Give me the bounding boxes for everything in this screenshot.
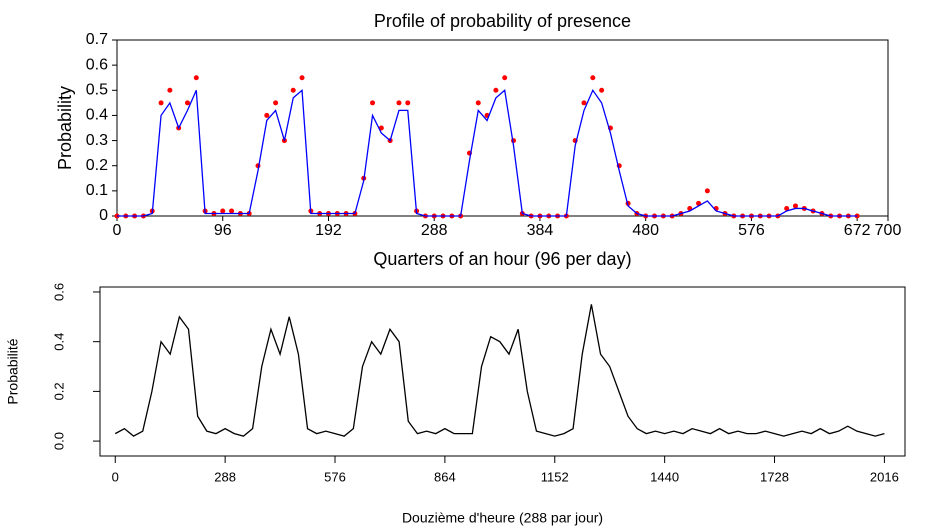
x-tick-label: 480 — [632, 222, 659, 239]
x-tick-label: 288 — [214, 469, 236, 484]
data-point — [273, 100, 279, 106]
x-tick-label: 1152 — [541, 469, 569, 484]
x-tick-label: 700 — [875, 222, 902, 239]
data-point — [599, 87, 605, 93]
y-tick-label: 0.1 — [86, 182, 108, 199]
y-tick-label: 0.4 — [86, 107, 108, 124]
data-point — [158, 100, 164, 106]
data-point — [193, 75, 199, 81]
x-tick-label: 96 — [214, 222, 232, 239]
y-axis-label: Probabilité — [5, 338, 21, 404]
x-tick-label: 384 — [527, 222, 554, 239]
x-tick-label: 192 — [315, 222, 342, 239]
data-point — [493, 87, 499, 93]
data-point — [220, 208, 226, 214]
y-tick-label: 0.5 — [86, 82, 108, 99]
y-tick-label: 0.7 — [86, 31, 108, 48]
data-point — [229, 208, 235, 214]
data-point — [792, 203, 798, 209]
panel: Profile of probability of presence Quarte… — [55, 11, 902, 269]
x-tick-label: 288 — [421, 222, 448, 239]
x-tick-label: 576 — [324, 469, 346, 484]
x-tick-label: 864 — [434, 469, 456, 484]
y-tick-label: 0.6 — [86, 56, 108, 73]
plot-frame — [116, 39, 889, 217]
x-tick-label: 576 — [738, 222, 765, 239]
data-point — [299, 75, 305, 81]
data-point — [590, 75, 596, 81]
x-axis-label: Douzième d'heure (288 par jour) — [402, 510, 603, 526]
data-point — [396, 100, 402, 106]
y-tick-label: 0.6 — [51, 283, 66, 301]
y-axis-label: Probability — [55, 86, 75, 170]
panel: Douzième d'heure (288 par jour) Probabili… — [5, 283, 906, 526]
data-point — [581, 100, 587, 106]
x-tick-label: 0 — [113, 222, 122, 239]
data-point — [502, 75, 508, 81]
x-tick-label: 2016 — [870, 469, 899, 484]
y-tick-label: 0 — [99, 207, 108, 224]
y-tick-label: 0.2 — [86, 157, 108, 174]
x-axis-label: Quarters of an hour (96 per day) — [373, 249, 631, 269]
data-point — [167, 87, 173, 93]
data-point — [784, 205, 790, 211]
data-point — [290, 87, 296, 93]
data-point — [184, 100, 190, 106]
data-line — [117, 88, 858, 217]
data-point — [475, 100, 481, 106]
y-tick-label: 0.4 — [51, 333, 66, 351]
chart-title: Profile of probability of presence — [374, 11, 631, 31]
y-tick-label: 0.2 — [51, 382, 66, 400]
x-tick-label: 1440 — [650, 469, 679, 484]
y-tick-label: 0.0 — [51, 432, 66, 450]
data-line — [114, 304, 885, 437]
x-tick-label: 672 — [844, 222, 871, 239]
x-tick-label: 1728 — [760, 469, 789, 484]
data-point — [405, 100, 411, 106]
data-point — [370, 100, 376, 106]
y-tick-label: 0.3 — [86, 132, 108, 149]
data-point — [264, 112, 270, 118]
x-tick-label: 0 — [112, 469, 119, 484]
data-point — [704, 188, 710, 194]
plot-frame — [99, 286, 906, 457]
